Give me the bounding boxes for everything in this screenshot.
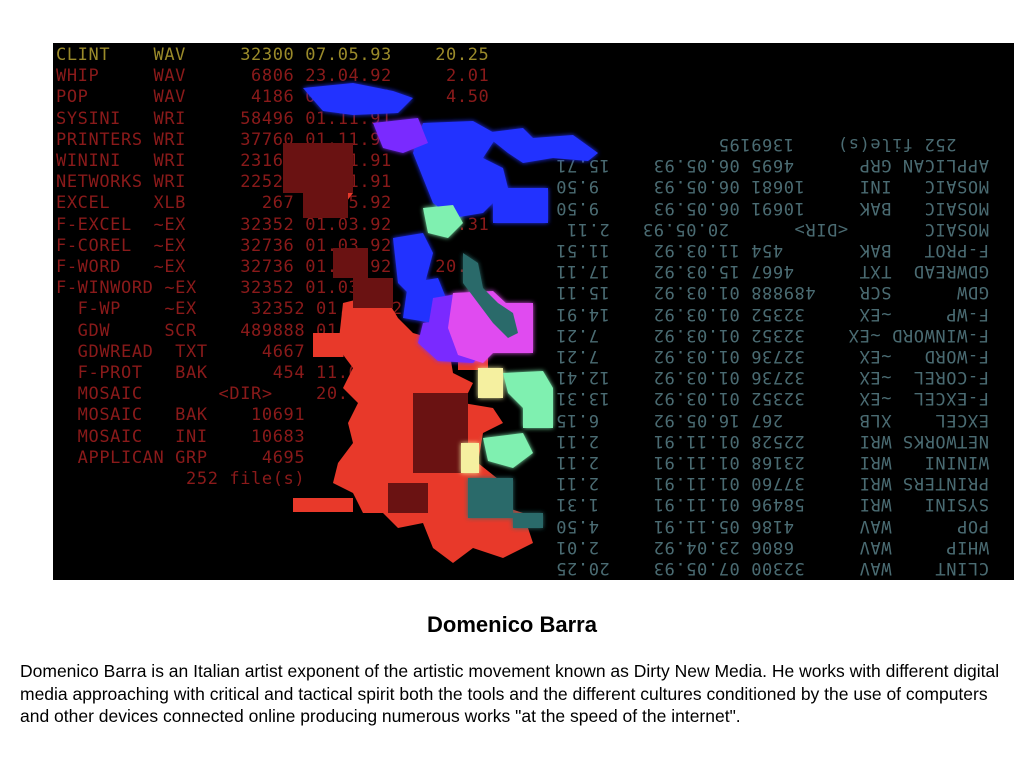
glitch-teal-streaks <box>463 253 543 528</box>
artist-name-title: Domenico Barra <box>427 612 597 637</box>
terminal-line: MOSAIC BAK 10691 <box>77 405 306 426</box>
terminal-line: CLINT WAV 32300 07.05.93 20.25 <box>56 45 490 65</box>
glitch-yellow-highlights <box>461 368 503 473</box>
glitch-overlay <box>283 83 598 563</box>
terminal-line: WHIP WAV 6806 23.04.92 2.01 <box>56 66 490 87</box>
terminal-line: MOSAIC <DIR> 20. <box>77 384 349 405</box>
terminal-line: F-COREL ~EX 32736 01.03.92 <box>56 235 392 256</box>
terminal-line: APPLICAN GRP 4695 <box>77 447 306 468</box>
glitch-artwork: CLINT WAV 32300 07.05.93 20.25 WHIP WAV … <box>53 43 1014 580</box>
glitch-blue-mass <box>303 83 598 323</box>
glitch-mint-mass <box>423 205 553 468</box>
terminal-line: F-EXCEL ~EX 32352 01.03.92 13.31 <box>56 214 490 235</box>
artist-description: Domenico Barra is an Italian artist expo… <box>20 661 1000 726</box>
terminal-line: MOSAIC INI 10683 <box>77 426 306 447</box>
glitch-maroon-shards <box>283 143 468 513</box>
terminal-line: F-WORD ~EX 32736 01.03.92 20. <box>56 257 468 278</box>
